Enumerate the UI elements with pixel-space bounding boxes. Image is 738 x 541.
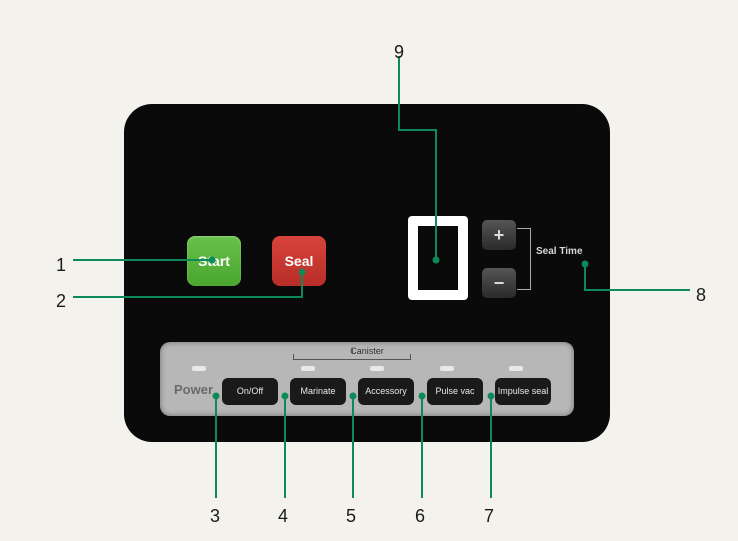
callout-number-7: 7	[484, 506, 494, 527]
start-label: Start	[198, 253, 230, 269]
accessory-label: Accessory	[365, 387, 407, 397]
accessory-led	[370, 366, 384, 371]
callout-number-8: 8	[696, 285, 706, 306]
impulse-led	[509, 366, 523, 371]
callout-number-3: 3	[210, 506, 220, 527]
marinate-label: Marinate	[300, 387, 335, 397]
power-led	[192, 366, 206, 371]
callout-number-4: 4	[278, 506, 288, 527]
callout-number-6: 6	[415, 506, 425, 527]
start-button[interactable]: Start	[187, 236, 241, 286]
power-label: Power	[174, 382, 213, 397]
callout-number-5: 5	[346, 506, 356, 527]
device-panel: Start Seal + − Seal Time Canister Power …	[124, 104, 610, 442]
marinate-led	[301, 366, 315, 371]
marinate-button[interactable]: Marinate	[290, 378, 346, 405]
plus-button[interactable]: +	[482, 220, 516, 250]
seal-time-bracket	[517, 228, 531, 290]
callout-number-1: 1	[56, 255, 66, 276]
accessory-button[interactable]: Accessory	[358, 378, 414, 405]
pulse-vac-label: Pulse vac	[435, 387, 474, 397]
onoff-label: On/Off	[237, 387, 263, 397]
pulse-led	[440, 366, 454, 371]
pulse-vac-button[interactable]: Pulse vac	[427, 378, 483, 405]
callout-number-9: 9	[394, 42, 404, 63]
seal-label: Seal	[285, 253, 314, 269]
canister-bracket	[293, 354, 411, 360]
callout-number-2: 2	[56, 291, 66, 312]
impulse-seal-label: Impulse seal	[498, 387, 549, 397]
impulse-seal-button[interactable]: Impulse seal	[495, 378, 551, 405]
lower-strip: Canister Power On/Off Marinate Accessory…	[160, 342, 574, 416]
seal-time-label: Seal Time	[536, 246, 583, 257]
seal-button[interactable]: Seal	[272, 236, 326, 286]
display-frame	[408, 216, 468, 300]
onoff-button[interactable]: On/Off	[222, 378, 278, 405]
display-screen	[418, 226, 458, 290]
minus-button[interactable]: −	[482, 268, 516, 298]
minus-icon: −	[494, 273, 505, 294]
plus-icon: +	[494, 225, 505, 246]
